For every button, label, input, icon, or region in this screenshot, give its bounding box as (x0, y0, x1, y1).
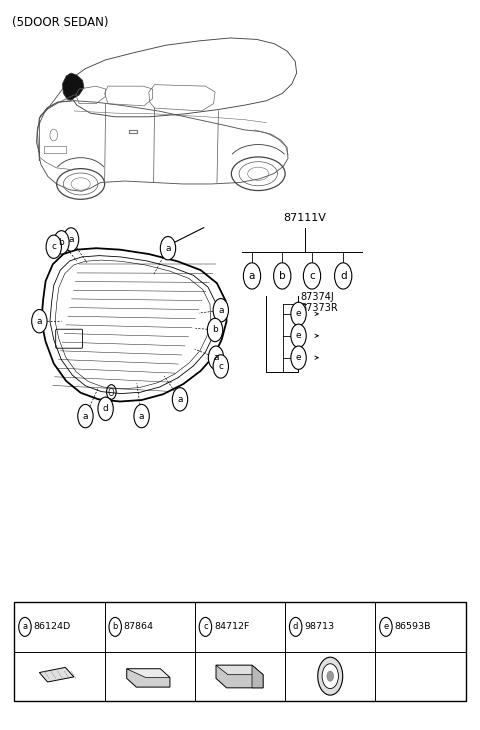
Circle shape (213, 299, 228, 322)
Text: 84712F: 84712F (214, 623, 250, 631)
Text: e: e (296, 331, 301, 340)
Circle shape (172, 388, 188, 411)
Polygon shape (62, 73, 84, 100)
Text: 86124D: 86124D (34, 623, 71, 631)
Text: e: e (296, 310, 301, 318)
Circle shape (327, 671, 334, 681)
Circle shape (109, 618, 121, 637)
Circle shape (63, 228, 79, 251)
Polygon shape (41, 248, 227, 402)
Text: (5DOOR SEDAN): (5DOOR SEDAN) (12, 16, 108, 29)
Circle shape (208, 346, 224, 369)
Text: a: a (23, 623, 27, 631)
Text: a: a (139, 412, 144, 420)
Circle shape (322, 664, 338, 688)
Text: c: c (309, 271, 315, 281)
Text: 87374J: 87374J (300, 292, 334, 302)
Circle shape (134, 404, 149, 428)
Circle shape (303, 263, 321, 289)
Text: b: b (59, 238, 64, 247)
Text: a: a (249, 271, 255, 281)
Text: c: c (51, 242, 56, 251)
Circle shape (207, 318, 223, 342)
Text: b: b (279, 271, 286, 281)
Polygon shape (252, 665, 263, 688)
Circle shape (243, 263, 261, 289)
Text: a: a (177, 395, 183, 404)
Text: c: c (218, 362, 223, 371)
Text: 87373R: 87373R (300, 303, 338, 313)
Text: e: e (296, 353, 301, 362)
Text: d: d (103, 404, 108, 413)
Circle shape (160, 237, 176, 260)
Polygon shape (127, 669, 170, 677)
Text: 87111V: 87111V (283, 212, 326, 223)
Polygon shape (127, 669, 170, 687)
Circle shape (199, 618, 212, 637)
Text: a: a (218, 306, 224, 315)
Circle shape (32, 310, 47, 333)
Text: a: a (36, 317, 42, 326)
Circle shape (289, 618, 302, 637)
Text: c: c (203, 623, 208, 631)
Text: a: a (165, 244, 171, 253)
Circle shape (54, 231, 69, 254)
Text: 98713: 98713 (304, 623, 335, 631)
Circle shape (318, 657, 343, 695)
Text: 87864: 87864 (124, 623, 154, 631)
Polygon shape (216, 665, 263, 688)
Circle shape (291, 324, 306, 347)
Circle shape (380, 618, 392, 637)
Text: b: b (112, 623, 118, 631)
Text: b: b (212, 326, 218, 334)
Circle shape (213, 355, 228, 378)
Circle shape (335, 263, 352, 289)
Text: a: a (213, 353, 219, 362)
Circle shape (19, 618, 31, 637)
Polygon shape (216, 665, 263, 675)
Text: d: d (340, 271, 347, 281)
Text: d: d (293, 623, 299, 631)
Polygon shape (39, 667, 74, 682)
Circle shape (291, 346, 306, 369)
Text: a: a (68, 235, 74, 244)
Text: e: e (384, 623, 388, 631)
Bar (14, 602, 466, 701)
Circle shape (46, 235, 61, 258)
Circle shape (78, 404, 93, 428)
Text: a: a (83, 412, 88, 420)
Circle shape (98, 397, 113, 420)
Text: 86593B: 86593B (395, 623, 431, 631)
Circle shape (274, 263, 291, 289)
Circle shape (291, 302, 306, 326)
